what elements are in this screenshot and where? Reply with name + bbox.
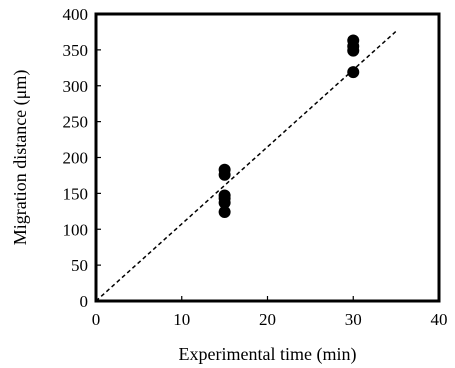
data-point: [347, 66, 360, 79]
y-axis-label: Migration distance (μm): [10, 70, 31, 246]
y-tick-label: 300: [63, 77, 89, 96]
x-tick-label: 40: [431, 310, 448, 329]
data-point: [218, 168, 231, 181]
data-points: [218, 34, 360, 219]
x-axis-tick-labels: 0 10 20 30 40: [92, 310, 448, 329]
y-tick-label: 50: [71, 256, 88, 275]
y-axis-tick-labels: 0 50 100 150 200 250 300 350 400: [63, 5, 89, 311]
x-axis-label: Experimental time (min): [179, 344, 357, 365]
plot-area-frame: [94, 12, 441, 303]
y-tick-label: 250: [63, 113, 89, 132]
y-tick-label: 100: [63, 220, 89, 239]
x-tick-label: 20: [259, 310, 276, 329]
x-tick-label: 0: [92, 310, 101, 329]
trend-line: [95, 30, 397, 302]
y-tick-label: 350: [63, 41, 89, 60]
y-tick-label: 0: [80, 292, 89, 311]
data-point: [347, 44, 360, 57]
x-tick-label: 30: [345, 310, 362, 329]
data-point: [218, 196, 231, 209]
y-tick-label: 150: [63, 184, 89, 203]
y-tick-label: 400: [63, 5, 89, 24]
y-tick-label: 200: [63, 149, 89, 168]
data-point: [218, 206, 231, 219]
x-tick-label: 10: [173, 310, 190, 329]
